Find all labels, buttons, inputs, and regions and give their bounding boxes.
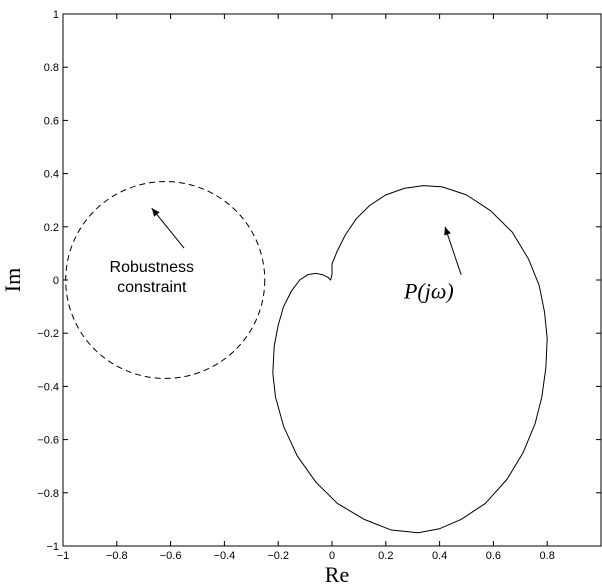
x-tick-label: −1 [57,550,70,562]
robustness-annotation-arrow-head [151,208,160,217]
y-tick-label: 0.6 [44,115,59,127]
y-tick-label: −1 [46,541,59,553]
curve-annotation-label: P(jω) [403,279,454,304]
x-tick-label: 0.4 [432,550,447,562]
x-tick-label: 0.8 [540,550,555,562]
y-tick-label: 0.2 [44,222,59,234]
y-tick-label: −0.6 [37,435,59,447]
y-tick-label: −0.8 [37,488,59,500]
y-tick-label: 1 [53,9,59,21]
y-tick-label: −0.2 [37,328,59,340]
y-axis-label: Im [0,268,25,292]
x-ticks: −1 −0.8 −0.6 −0.4 −0.2 0 0.2 0.4 0.6 0.8 [57,14,555,562]
x-tick-label: 0.2 [378,550,393,562]
series-layer [65,181,548,534]
y-ticks: 1 0.8 0.6 0.4 0.2 0 −0.2 −0.4 −0.6 −0.8 −1 [37,9,601,553]
x-axis-label: Re [325,562,349,587]
robustness-annotation-arrow-line [151,207,185,249]
curve-annotation-arrow-line [444,226,462,275]
x-tick-label: −0.6 [160,550,182,562]
x-tick-label: −0.4 [214,550,236,562]
x-tick-label: −0.2 [267,550,289,562]
y-tick-label: 0.8 [44,62,59,74]
x-tick-label: 0.6 [486,550,501,562]
nyquist-curve-line [272,185,548,534]
robustness-constraint-circle [65,181,266,379]
y-tick-label: 0 [53,275,59,287]
annotation-layer: Robustness constraint P(jω) [110,207,462,304]
y-tick-label: 0.4 [44,169,59,181]
y-tick-label: −0.4 [37,381,59,393]
curve-annotation-arrow-head [444,226,451,236]
robustness-annotation-label: Robustness [110,259,195,276]
robustness-annotation-label: constraint [117,279,187,296]
x-tick-label: 0 [329,550,335,562]
x-tick-label: −0.8 [106,550,128,562]
